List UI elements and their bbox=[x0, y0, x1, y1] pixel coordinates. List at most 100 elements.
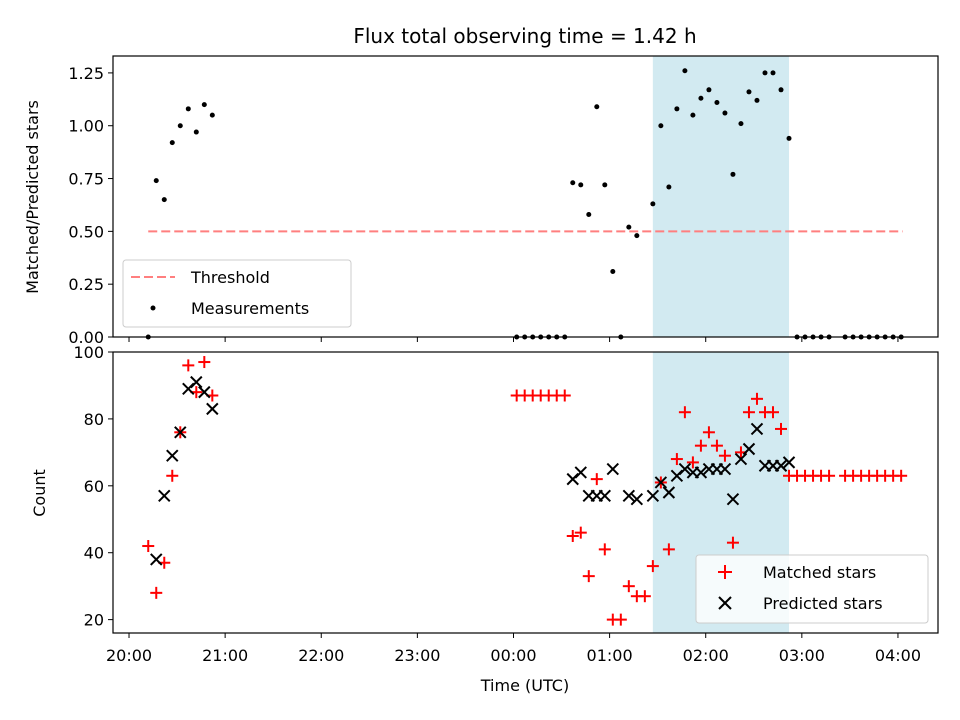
bottom-y-tick-label: 100 bbox=[73, 343, 104, 362]
top-y-tick-label: 1.00 bbox=[68, 117, 104, 136]
top-panel: Flux total observing time = 1.42 h 0.000… bbox=[23, 24, 939, 347]
predicted-marker-b bbox=[174, 426, 187, 439]
matched-star-marker bbox=[590, 473, 603, 486]
legend-predicted-swatch bbox=[718, 596, 732, 610]
x-tick-label: 20:00 bbox=[106, 646, 152, 665]
measurement-point bbox=[153, 178, 159, 184]
predicted-star-marker bbox=[206, 402, 219, 416]
predicted-star-marker bbox=[742, 442, 756, 456]
bottom-y-tick-label: 80 bbox=[84, 410, 104, 429]
top-y-tick-label: 0.50 bbox=[68, 222, 104, 241]
top-axes-frame bbox=[112, 55, 939, 338]
predicted-marker-b bbox=[678, 462, 692, 476]
predicted-star-marker bbox=[198, 385, 211, 399]
matched-star-marker bbox=[582, 570, 595, 583]
matched-star-marker bbox=[767, 406, 779, 419]
measurement-point bbox=[770, 70, 776, 76]
measurement-point bbox=[177, 123, 183, 129]
bottom-y-axis-label: Count bbox=[30, 469, 49, 517]
x-tick-label: 22:00 bbox=[298, 646, 344, 665]
predicted-star-marker bbox=[662, 486, 676, 499]
top-y-tick-label: 1.25 bbox=[68, 64, 104, 83]
x-tick-label: 03:00 bbox=[779, 646, 825, 665]
bottom-x-axis: 20:00 21:00 22:00 23:00 00:00 01:00 02:00 03:00… bbox=[106, 633, 921, 665]
predicted-marker-b bbox=[654, 476, 668, 489]
measurement-point bbox=[161, 197, 167, 203]
predicted-marker-b bbox=[742, 442, 756, 456]
legend-measurement-label: Measurements bbox=[191, 299, 309, 318]
matched-star-marker bbox=[670, 453, 683, 466]
top-highlight-span bbox=[652, 56, 790, 337]
matched-star-marker bbox=[895, 469, 908, 482]
measurement-point bbox=[201, 102, 207, 108]
predicted-marker-b bbox=[198, 385, 211, 399]
predicted-marker-b bbox=[774, 459, 788, 472]
x-tick-label: 02:00 bbox=[683, 646, 729, 665]
measurement-point bbox=[786, 135, 792, 141]
bottom-panel: 20 40 60 80 100 20:00 21:00 22:00 23:00 00:00 01:… bbox=[30, 343, 939, 695]
top-x-ticks bbox=[128, 337, 899, 342]
predicted-stars-points bbox=[150, 375, 796, 566]
matched-star-marker bbox=[750, 392, 763, 405]
matched-star-marker bbox=[742, 406, 755, 419]
predicted-marker-b bbox=[662, 486, 676, 499]
predicted-star-marker bbox=[654, 476, 668, 489]
predicted-marker-b bbox=[734, 452, 748, 466]
measurement-point bbox=[658, 123, 664, 129]
predicted-marker-b bbox=[158, 489, 171, 503]
predicted-star-marker bbox=[734, 452, 748, 466]
top-y-tick-label: 0.75 bbox=[68, 170, 104, 189]
measurement-point bbox=[698, 95, 704, 101]
measurement-point bbox=[666, 184, 672, 190]
top-legend-box bbox=[122, 259, 352, 328]
top-legend: Threshold Measurements bbox=[122, 259, 352, 328]
measurement-point bbox=[730, 171, 736, 177]
matched-star-marker bbox=[150, 586, 163, 599]
bottom-legend-box bbox=[695, 554, 929, 624]
predicted-star-marker bbox=[750, 422, 764, 436]
top-y-tick-label: 0.00 bbox=[68, 328, 104, 347]
matched-star-marker bbox=[686, 456, 699, 469]
predicted-star-marker bbox=[782, 456, 796, 469]
measurement-point bbox=[209, 112, 215, 118]
matched-star-marker bbox=[182, 359, 195, 372]
predicted-marker-b bbox=[750, 422, 764, 436]
top-y-tick-label: 0.25 bbox=[68, 275, 104, 294]
x-tick-label: 01:00 bbox=[587, 646, 633, 665]
bottom-y-tick-label: 20 bbox=[84, 611, 104, 630]
predicted-star-marker bbox=[166, 449, 179, 462]
predicted-marker-b bbox=[574, 466, 587, 479]
matched-star-marker bbox=[710, 439, 723, 452]
matched-star-marker bbox=[678, 406, 691, 419]
top-y-axis: 0.00 0.25 0.50 0.75 1.00 1.25 bbox=[68, 64, 113, 347]
predicted-marker-b bbox=[726, 492, 740, 506]
measurement-point bbox=[169, 140, 175, 146]
measurement-point bbox=[578, 182, 584, 188]
measurement-point bbox=[674, 106, 680, 112]
legend-matched-swatch bbox=[718, 565, 732, 579]
predicted-star-marker bbox=[678, 462, 692, 476]
measurement-point bbox=[610, 269, 616, 275]
matched-star-marker bbox=[566, 529, 579, 542]
matched-star-marker bbox=[646, 560, 659, 573]
predicted-marker-b bbox=[782, 456, 796, 469]
measurement-point bbox=[650, 201, 656, 207]
legend-predicted-label: Predicted stars bbox=[763, 594, 883, 613]
x-tick-label: 00:00 bbox=[490, 646, 536, 665]
predicted-star-marker bbox=[174, 426, 187, 439]
predicted-star-marker bbox=[606, 462, 620, 476]
bottom-axes-frame bbox=[112, 351, 939, 634]
legend-measurement-swatch bbox=[150, 305, 156, 311]
measurement-point bbox=[714, 99, 720, 105]
predicted-marker-b bbox=[206, 402, 219, 416]
predicted-marker-b bbox=[606, 462, 620, 476]
matched-star-marker bbox=[622, 580, 635, 593]
predicted-star-marker bbox=[598, 489, 612, 503]
predicted-marker-b bbox=[622, 489, 636, 503]
matched-star-marker bbox=[718, 449, 731, 462]
x-tick-label: 23:00 bbox=[394, 646, 440, 665]
matched-star-marker bbox=[726, 536, 739, 549]
measurement-point bbox=[602, 182, 608, 188]
matched-star-marker bbox=[574, 526, 587, 539]
